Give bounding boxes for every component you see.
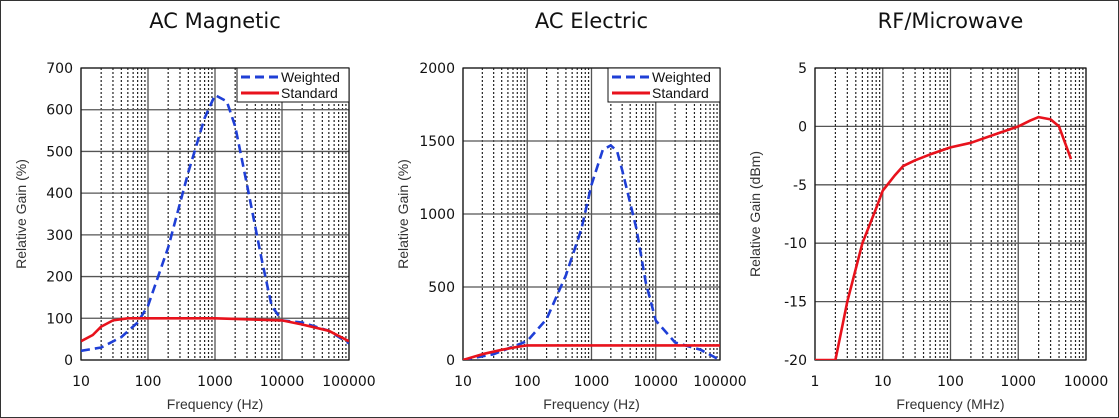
x-tick-label: 10000 [260, 374, 305, 390]
x-tick-label: 100 [514, 374, 541, 390]
series-line-standard [81, 316, 349, 343]
chart-2: RF/Microwave 1 10 100 1000 10000 -20 -15 -10 -5 0 5… [747, 9, 1108, 412]
plot-frame [814, 67, 1087, 361]
grid [462, 67, 721, 361]
x-tick-label: 100000 [322, 374, 375, 390]
y-tick-label: 300 [46, 228, 73, 244]
grid [80, 67, 350, 361]
chart-title: RF/Microwave [878, 9, 1024, 33]
legend-entry: Weighted [281, 69, 340, 85]
y-tick-label: -10 [784, 236, 807, 252]
x-tick-label: 1000 [197, 374, 233, 390]
y-tick-label: -20 [784, 353, 807, 369]
y-tick-label: -5 [793, 178, 807, 194]
legend-entry: Standard [652, 85, 709, 101]
y-axis-label: Relative Gain (%) [13, 159, 29, 269]
x-tick-label: 100 [135, 374, 162, 390]
plot-frame [462, 67, 721, 361]
y-tick-label: 2000 [419, 61, 455, 77]
y-tick-label: 500 [46, 144, 73, 160]
y-tick-label: 0 [446, 353, 455, 369]
y-tick-label: 400 [46, 186, 73, 202]
x-axis-label: Frequency (Hz) [543, 396, 639, 412]
x-axis-label: Frequency (Hz) [167, 396, 263, 412]
x-tick-label: 100 [937, 374, 964, 390]
chart-title: AC Magnetic [149, 9, 281, 33]
y-axis-label: Relative Gain (dBm) [747, 151, 763, 277]
chart-0: AC Magnetic 10 100 1000 10000 100000 0 100 200 30… [13, 9, 376, 412]
chart-title: AC Electric [535, 9, 648, 33]
y-tick-label: 1500 [419, 134, 455, 150]
grid [814, 67, 1087, 361]
y-tick-label: 5 [798, 61, 807, 77]
legend-entry: Standard [281, 85, 338, 101]
y-tick-label: 500 [428, 280, 455, 296]
series-line-weighted [463, 144, 720, 360]
y-tick-label: 0 [64, 353, 73, 369]
y-tick-label: 200 [46, 270, 73, 286]
y-tick-label: 100 [46, 311, 73, 327]
x-axis-label: Frequency (MHz) [896, 396, 1004, 412]
x-tick-label: 10 [874, 374, 892, 390]
y-axis-label: Relative Gain (%) [395, 159, 411, 269]
x-tick-label: 1000 [574, 374, 610, 390]
y-tick-label: 1000 [419, 207, 455, 223]
y-tick-label: 600 [46, 103, 73, 119]
y-tick-label: -15 [784, 295, 807, 311]
x-tick-label: 10000 [633, 374, 678, 390]
series-line-curve [815, 115, 1073, 360]
series-line-standard [463, 344, 720, 360]
x-tick-label: 10000 [1064, 374, 1109, 390]
y-tick-label: 0 [798, 119, 807, 135]
x-tick-label: 1000 [1000, 374, 1036, 390]
legend-box [236, 67, 350, 103]
x-tick-label: 100000 [693, 374, 746, 390]
x-tick-label: 1 [811, 374, 820, 390]
legend-entry: Weighted [652, 69, 711, 85]
y-tick-label: 700 [46, 61, 73, 77]
x-tick-label: 10 [72, 374, 90, 390]
plot-frame [80, 67, 350, 361]
chart-1: AC Electric 10 100 1000 10000 100000 0 500 1000 1… [395, 9, 747, 412]
legend-box [607, 67, 721, 103]
x-tick-label: 10 [454, 374, 472, 390]
